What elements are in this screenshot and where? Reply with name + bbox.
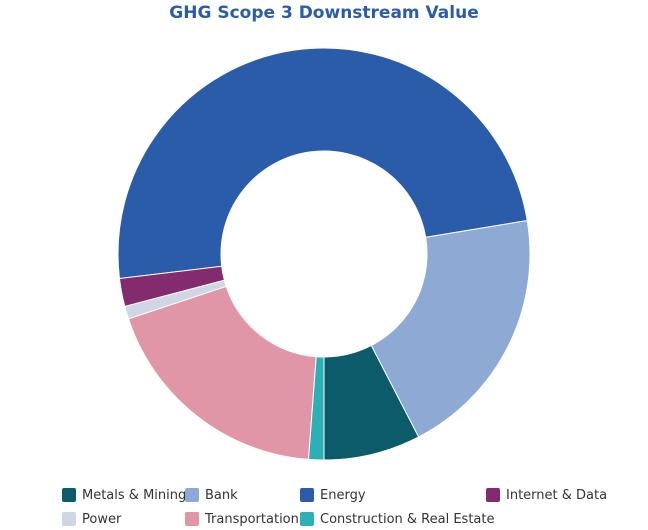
donut-slice-construction-real-estate[interactable] (307, 356, 325, 461)
donut-slice-transportation[interactable] (127, 285, 317, 460)
chart-title: GHG Scope 3 Downstream Value (169, 3, 479, 23)
donut-slice-energy[interactable] (117, 47, 528, 280)
donut-slice-bank[interactable] (370, 219, 531, 438)
